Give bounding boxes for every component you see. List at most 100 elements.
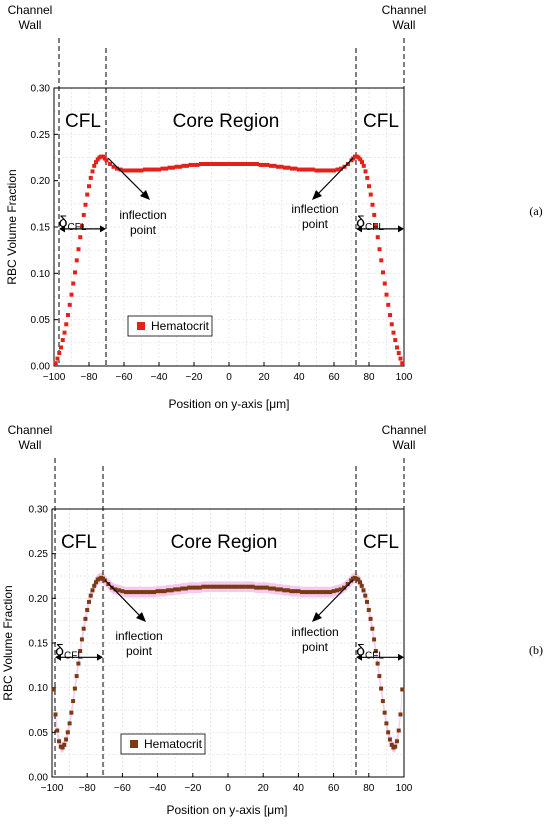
y-tick-label: 0.15 (29, 639, 49, 650)
data-point (160, 166, 165, 171)
data-point (66, 313, 70, 318)
data-point (69, 710, 74, 715)
data-point (194, 585, 199, 590)
x-tick-label: 0 (225, 783, 231, 794)
data-point (380, 699, 385, 704)
data-point (314, 590, 318, 595)
delta-cfl-arrowhead (97, 653, 103, 661)
panel-a-x-axis-title: Position on y-axis [μm] (169, 397, 290, 411)
data-point (370, 202, 375, 207)
data-point (174, 164, 179, 169)
data-point (60, 338, 65, 343)
data-point (324, 590, 329, 595)
panel-b-y-ticks: 0.00 0.05 0.10 0.15 0.20 0.25 0.30 (29, 505, 56, 784)
data-point (118, 167, 123, 172)
data-point (134, 590, 139, 595)
data-point (171, 165, 175, 170)
data-point (136, 168, 140, 173)
data-point (159, 589, 164, 594)
data-point (248, 161, 252, 166)
data-point (59, 345, 63, 350)
data-point (72, 686, 77, 691)
y-tick-label: 0.00 (31, 362, 51, 373)
data-point (276, 164, 280, 169)
data-point (244, 161, 249, 166)
data-point (113, 587, 118, 592)
x-tick-label: 40 (293, 783, 305, 794)
data-point (67, 302, 72, 307)
data-point (67, 721, 72, 726)
x-tick-label: 20 (258, 372, 270, 383)
panel-b-cfl-left-label: CFL (61, 532, 97, 553)
data-point (398, 712, 403, 717)
data-point (127, 590, 132, 595)
data-point (218, 584, 223, 589)
panel-b-inflection-left-line2: point (126, 644, 153, 658)
x-tick-label: 60 (328, 783, 340, 794)
data-point (368, 616, 373, 621)
data-point (366, 607, 371, 612)
data-point (367, 184, 371, 189)
data-point (208, 584, 213, 589)
data-point (311, 167, 315, 172)
data-point (393, 338, 398, 343)
data-point (55, 356, 60, 361)
panel-a-inflection-left-line1: inflection (119, 208, 166, 222)
data-point (332, 168, 336, 173)
data-point (265, 162, 270, 167)
data-point (331, 589, 336, 594)
data-point (62, 742, 67, 747)
data-point (372, 637, 377, 642)
data-point (282, 588, 287, 593)
data-point (199, 161, 203, 166)
data-point (206, 161, 210, 166)
data-point (169, 588, 174, 593)
data-point (222, 584, 227, 589)
x-tick-label: −100 (41, 783, 64, 794)
data-point (300, 167, 305, 172)
data-point (80, 224, 84, 229)
data-point (377, 674, 382, 679)
y-tick-label: 0.30 (31, 84, 51, 95)
data-point (264, 585, 269, 590)
data-point (374, 224, 378, 229)
data-point (356, 577, 361, 582)
data-point (85, 192, 90, 197)
data-point (394, 739, 399, 744)
data-point (62, 330, 67, 335)
data-point (79, 637, 84, 642)
data-point (321, 168, 326, 173)
data-point (370, 626, 375, 631)
panel-b-inflection-right-line2: point (302, 640, 329, 654)
data-point (338, 587, 343, 592)
panel-b-x-ticks: −100 −80 −60 −40 −20 0 20 40 60 80 100 (41, 773, 413, 794)
data-point (400, 361, 405, 366)
data-point (162, 589, 167, 594)
data-point (241, 161, 245, 166)
data-point (187, 585, 192, 590)
data-point (197, 585, 202, 590)
data-point (115, 166, 119, 171)
panel-b-wall-right-line1: Channel (382, 423, 427, 437)
panel-a-inflection-right-line1: inflection (291, 202, 338, 216)
x-tick-label: 40 (293, 372, 305, 383)
data-point (64, 322, 69, 327)
data-point (387, 737, 392, 742)
data-point (202, 161, 207, 166)
y-tick-label: 0.15 (31, 223, 51, 234)
y-tick-label: 0.30 (29, 505, 49, 516)
panel-b-wall-right-line2: Wall (393, 438, 416, 452)
delta-cfl-label: δCFL (55, 642, 83, 661)
data-point (258, 162, 263, 167)
x-tick-label: −80 (79, 783, 96, 794)
data-point (152, 590, 157, 595)
data-point (382, 281, 387, 286)
data-point (293, 166, 298, 171)
data-point (88, 593, 93, 598)
panel-a-wall-right-line1: Channel (382, 3, 427, 17)
panel-b-wall-left-line1: Channel (8, 423, 53, 437)
data-point (181, 163, 186, 168)
data-point (116, 588, 121, 593)
data-point (92, 163, 97, 168)
data-point (234, 161, 238, 166)
